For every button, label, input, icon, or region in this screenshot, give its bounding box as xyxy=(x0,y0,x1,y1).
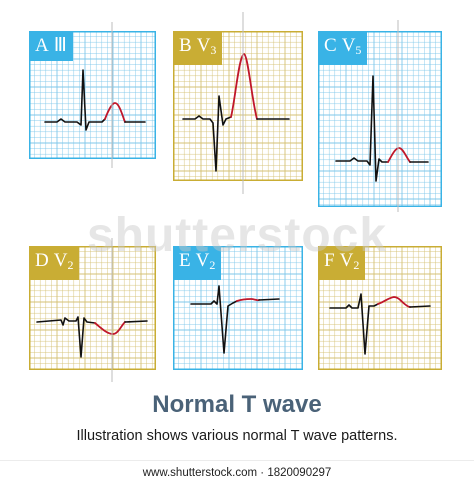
lead-label-e: E V2 xyxy=(173,246,222,280)
t-wave-f xyxy=(377,296,411,308)
footer-bar: www.shutterstock.com · 1820090297 xyxy=(0,460,474,489)
lead-sub-f: 2 xyxy=(353,258,360,272)
ecg-trace-d xyxy=(36,316,96,358)
figure-subtitle: Illustration shows various normal T wave… xyxy=(76,428,398,444)
lead-label-c: C V5 xyxy=(318,31,368,65)
lead-name-c: V xyxy=(341,35,356,56)
lead-name-b: V xyxy=(196,35,211,56)
t-wave-b xyxy=(230,53,258,120)
panel-letter-f: F xyxy=(324,250,335,271)
lead-sub-d: 2 xyxy=(67,258,74,272)
panel-letter-a: A xyxy=(35,35,49,56)
ecg-trace-a xyxy=(44,69,106,131)
ecg-trace-c xyxy=(335,75,389,182)
lead-label-d: D V2 xyxy=(29,246,80,280)
ecg-panel-d: D V2 xyxy=(29,246,156,370)
t-wave-c xyxy=(387,147,411,163)
footer-text: www.shutterstock.com · 1820090297 xyxy=(142,467,332,479)
lead-name-d: V xyxy=(53,250,68,271)
t-wave-d xyxy=(94,321,126,335)
ecg-panel-b: B V3 xyxy=(173,31,303,181)
lead-sub-b: 3 xyxy=(210,43,217,57)
ecg-panel-c: C V5 xyxy=(318,31,442,207)
lead-name-a: Ⅲ xyxy=(53,35,67,56)
figure-title: Normal T wave xyxy=(152,391,322,418)
ecg-trace-b xyxy=(182,95,232,172)
t-wave-e xyxy=(236,298,260,302)
panel-letter-c: C xyxy=(324,35,337,56)
lead-name-f: V xyxy=(339,250,354,271)
panel-letter-e: E xyxy=(179,250,191,271)
lead-sub-c: 5 xyxy=(355,43,362,57)
ecg-panel-f: F V2 xyxy=(318,246,442,370)
panel-letter-d: D xyxy=(35,250,49,271)
panel-letter-b: B xyxy=(179,35,192,56)
lead-sub-e: 2 xyxy=(209,258,216,272)
ecg-trace-f xyxy=(329,293,379,355)
lead-label-b: B V3 xyxy=(173,31,223,65)
lead-label-f: F V2 xyxy=(318,246,366,280)
ecg-panel-e: E V2 xyxy=(173,246,303,370)
t-wave-a xyxy=(104,102,126,123)
ecg-trace-e xyxy=(190,285,238,354)
lead-name-e: V xyxy=(195,250,210,271)
ecg-grid-a xyxy=(29,31,156,159)
